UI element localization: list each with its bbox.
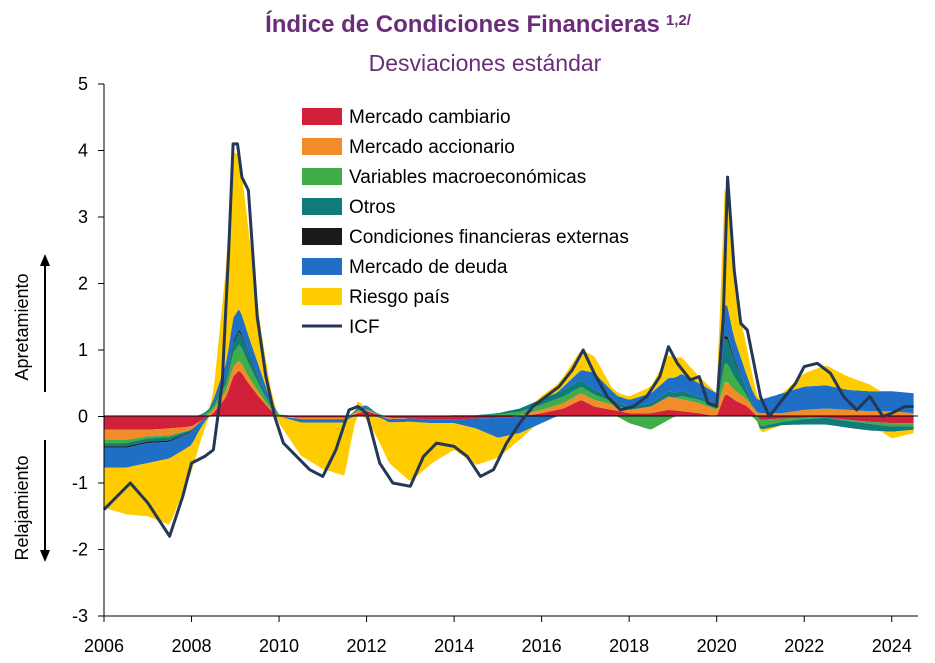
loosening-label-group: Relajamiento	[12, 440, 50, 562]
legend-label-icf: ICF	[349, 317, 380, 338]
legend-swatch-mercado-accionario	[302, 138, 342, 155]
loosening-label: Relajamiento	[12, 455, 32, 560]
x-tick-label: 2016	[522, 636, 562, 656]
legend-label-otros: Otros	[349, 197, 395, 218]
area-pos-mercado-de-deuda	[104, 304, 914, 417]
legend: Mercado cambiario Mercado accionario Varia…	[302, 107, 629, 338]
x-tick-label: 2018	[609, 636, 649, 656]
x-tick-label: 2024	[872, 636, 912, 656]
y-axis-ticks: 5 4 3 2 1 0 -1 -2 -3	[72, 74, 104, 626]
legend-label-variables-macroeconomicas: Variables macroeconómicas	[349, 167, 586, 188]
y-tick-label: 0	[78, 407, 88, 427]
icf-line-group	[102, 142, 914, 538]
x-tick-label: 2022	[784, 636, 824, 656]
icf-line	[102, 142, 914, 538]
legend-swatch-otros	[302, 198, 342, 215]
up-arrow-icon	[40, 254, 50, 266]
y-tick-label: 2	[78, 274, 88, 294]
legend-label-mercado-cambiario: Mercado cambiario	[349, 107, 511, 128]
chart-title-superscript: 1,2/	[666, 12, 692, 29]
y-tick-label: 5	[78, 74, 88, 94]
x-tick-label: 2006	[84, 636, 124, 656]
tightening-label: Apretamiento	[12, 273, 32, 380]
legend-label-riesgo-pais: Riesgo país	[349, 287, 449, 308]
negative-stacks	[104, 416, 914, 525]
area-neg-mercado-cambiario	[104, 416, 914, 430]
y-tick-label: 4	[78, 141, 88, 161]
chart-subtitle: Desviaciones estándar	[369, 50, 602, 76]
x-tick-label: 2010	[259, 636, 299, 656]
x-tick-label: 2020	[697, 636, 737, 656]
chart-title-text: Índice de Condiciones Financieras	[265, 10, 660, 38]
chart-title: Índice de Condiciones Financieras 1,2/	[265, 10, 692, 38]
legend-swatch-condiciones-financieras-externas	[302, 228, 342, 245]
y-tick-label: 1	[78, 340, 88, 360]
area-neg-riesgo-pais	[104, 416, 914, 525]
legend-label-mercado-de-deuda: Mercado de deuda	[349, 257, 508, 278]
legend-label-condiciones-financieras-externas: Condiciones financieras externas	[349, 227, 629, 248]
positive-stacks	[104, 152, 914, 417]
x-tick-label: 2014	[434, 636, 474, 656]
y-tick-label: -1	[72, 473, 88, 493]
down-arrow-icon	[40, 550, 50, 562]
legend-swatch-riesgo-pais	[302, 288, 342, 305]
y-tick-label: -3	[72, 606, 88, 626]
legend-swatch-mercado-de-deuda	[302, 258, 342, 275]
area-neg-mercado-de-deuda	[104, 416, 914, 468]
tightening-label-group: Apretamiento	[12, 254, 50, 392]
legend-swatch-variables-macroeconomicas	[302, 168, 342, 185]
x-tick-label: 2008	[172, 636, 212, 656]
y-tick-label: 3	[78, 207, 88, 227]
legend-swatch-mercado-cambiario	[302, 108, 342, 125]
area-neg-otros	[104, 416, 914, 447]
y-tick-label: -2	[72, 540, 88, 560]
legend-label-mercado-accionario: Mercado accionario	[349, 137, 515, 158]
x-axis-ticks: 2006 2008 2010 2012 2014 2016 2018 2020 2022 2024	[84, 615, 918, 656]
x-tick-label: 2012	[347, 636, 387, 656]
area-pos-mercado-accionario	[104, 360, 914, 417]
